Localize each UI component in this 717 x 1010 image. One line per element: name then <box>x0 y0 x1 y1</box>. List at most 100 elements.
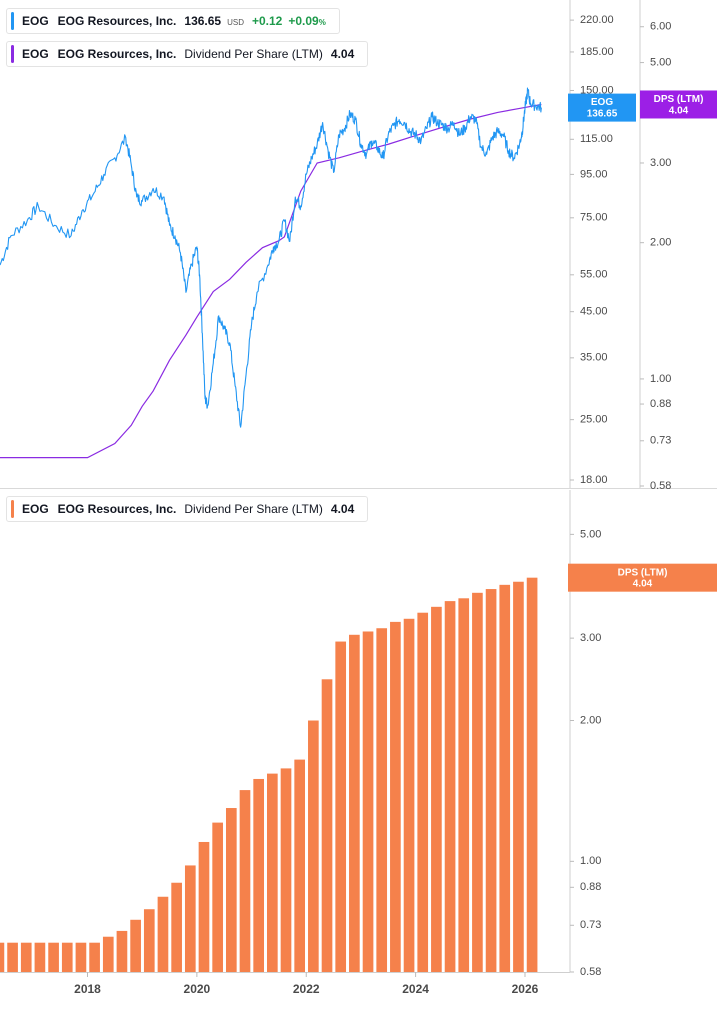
time-axis-label: 2020 <box>184 982 211 996</box>
dps-bar <box>102 936 114 972</box>
legend-metric-value: 4.04 <box>330 502 355 516</box>
legend-change-pct-value: +0.09 <box>288 14 319 28</box>
dps-bar <box>308 720 319 972</box>
dps-bar <box>349 634 360 972</box>
price-axis-label: 75.00 <box>580 212 608 224</box>
legend-price: 136.65 <box>184 14 222 28</box>
time-axis-label: 2022 <box>293 982 320 996</box>
dps-bar <box>444 601 456 972</box>
dps-bar <box>321 679 333 972</box>
price-axis-label: 35.00 <box>580 352 608 364</box>
price-axis-label: 55.00 <box>580 269 608 281</box>
dps-axis-label: 0.58 <box>650 480 671 492</box>
bar-axis-label: 0.58 <box>580 966 601 978</box>
dps-bar <box>431 606 442 972</box>
dps-bottom-tag-value: 4.04 <box>633 578 653 589</box>
dps-bar <box>376 628 388 972</box>
dps-bar <box>485 589 497 972</box>
dps-bar <box>212 822 223 972</box>
time-axis-label: 2018 <box>74 982 101 996</box>
dps-bar <box>116 930 128 972</box>
legend-symbol: EOG <box>22 47 49 61</box>
bar-axis-label: 2.00 <box>580 714 601 726</box>
price-line <box>0 87 542 428</box>
dps-bar <box>253 778 264 972</box>
dps-bar <box>0 942 5 972</box>
bar-axis-label: 1.00 <box>580 855 601 867</box>
dps-bar <box>61 942 73 972</box>
dps-axis-label: 6.00 <box>650 21 671 33</box>
dps-bar <box>225 808 237 972</box>
dps-bar <box>417 612 429 972</box>
legend-company-name: EOG Resources, Inc. <box>57 502 177 516</box>
bar-axis-label: 0.88 <box>580 881 601 893</box>
legend-eog-price[interactable]: EOG EOG Resources, Inc. 136.65 USD +0.12… <box>6 8 340 34</box>
price-axis-label: 150.00 <box>580 84 614 96</box>
dps-top-tag-bg <box>640 90 717 119</box>
legend-metric: Dividend Per Share (LTM) <box>184 502 323 516</box>
legend-symbol: EOG <box>22 502 49 516</box>
legend-currency: USD <box>227 18 244 27</box>
dps-axis-label: 3.00 <box>650 157 671 169</box>
price-axis-label: 95.00 <box>580 168 608 180</box>
price-tag-bg <box>568 93 636 122</box>
dps-bar <box>239 790 251 972</box>
legend-metric: Dividend Per Share (LTM) <box>184 47 323 61</box>
dps-bar <box>335 641 347 972</box>
legend-company-name: EOG Resources, Inc. <box>57 47 177 61</box>
legend-dps-bars[interactable]: EOG EOG Resources, Inc. Dividend Per Sha… <box>6 496 369 522</box>
legend-change: +0.12 <box>251 14 283 28</box>
dps-bar <box>472 592 483 972</box>
dps-axis-label: 5.00 <box>650 56 671 68</box>
legend-company-name: EOG Resources, Inc. <box>57 14 177 28</box>
dps-bar <box>7 942 18 972</box>
dps-bar <box>75 942 87 972</box>
legend-change-pct: +0.09% <box>288 14 326 28</box>
dps-top-tag-title: DPS (LTM) <box>654 94 704 105</box>
legend-dps-line[interactable]: EOG EOG Resources, Inc. Dividend Per Sha… <box>6 41 369 67</box>
price-axis-label: 18.00 <box>580 474 608 486</box>
price-tag-title: EOG <box>591 97 613 108</box>
dps-bar <box>526 577 538 972</box>
dps-bar <box>362 631 374 972</box>
price-axis-label: 220.00 <box>580 14 614 26</box>
price-axis-label: 25.00 <box>580 414 608 426</box>
dps-bar <box>171 882 182 972</box>
dps-bar <box>157 896 169 972</box>
dps-bar <box>458 598 470 972</box>
price-axis-label: 115.00 <box>580 133 613 145</box>
price-tag-value: 136.65 <box>587 108 618 119</box>
dps-bar <box>280 768 292 972</box>
dps-bar <box>513 581 524 972</box>
dps-bar <box>403 618 415 972</box>
legend-metric-value: 4.04 <box>330 47 355 61</box>
dps-line <box>0 103 542 459</box>
legend-swatch-dps-bars <box>11 500 14 518</box>
dps-axis-label: 0.73 <box>650 435 671 447</box>
dps-bar <box>34 942 46 972</box>
dps-bottom-tag-title: DPS (LTM) <box>618 567 668 578</box>
dps-bottom-tag-bg <box>568 563 717 592</box>
dps-bar <box>89 942 100 972</box>
legend-pct-sign: % <box>318 18 326 27</box>
dps-bar <box>390 621 401 972</box>
dps-bar <box>184 865 196 972</box>
legend-symbol: EOG <box>22 14 49 28</box>
legend-swatch-dps-line <box>11 45 14 63</box>
dps-bar <box>267 773 278 972</box>
dps-axis-label: 2.00 <box>650 237 671 249</box>
price-axis-label: 45.00 <box>580 306 608 318</box>
dps-bar <box>20 942 32 972</box>
dps-bar <box>294 759 306 972</box>
dps-bar <box>48 942 59 972</box>
time-axis-label: 2026 <box>512 982 539 996</box>
dps-axis-label: 0.88 <box>650 398 671 410</box>
bar-axis-label: 5.00 <box>580 528 601 540</box>
dps-bar <box>130 919 141 972</box>
dps-bar <box>143 909 155 972</box>
bar-axis-label: 3.00 <box>580 632 601 644</box>
dps-bar <box>499 584 511 972</box>
dps-top-tag-value: 4.04 <box>669 105 689 116</box>
